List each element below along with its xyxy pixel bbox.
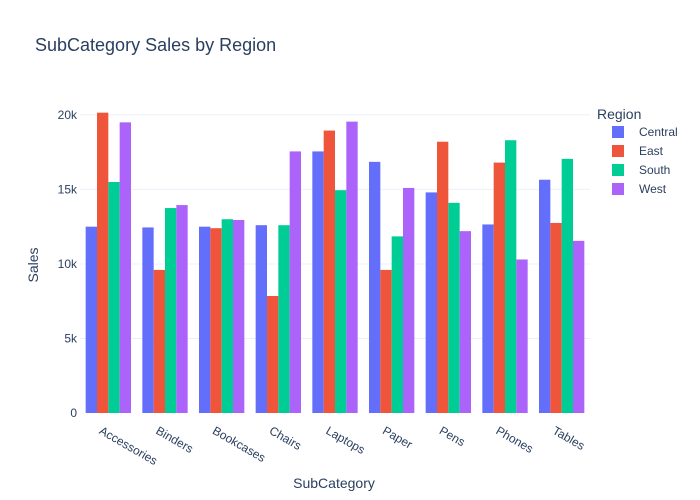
bar-east-binders	[153, 269, 165, 413]
bar-central-pens	[425, 192, 437, 413]
bar-east-accessories	[97, 112, 109, 414]
x-axis-title: SubCategory	[293, 475, 375, 491]
x-tick-label: Chairs	[267, 423, 304, 452]
bar-south-tables	[561, 158, 573, 413]
y-axis-title: Sales	[25, 247, 41, 282]
bar-central-chairs	[255, 225, 267, 413]
y-tick-label: 0	[70, 406, 77, 420]
legend-swatch-central	[612, 126, 624, 138]
bar-south-accessories	[108, 181, 120, 413]
bar-south-pens	[448, 202, 460, 413]
bar-east-phones	[493, 162, 505, 413]
chart-title: SubCategory Sales by Region	[35, 35, 276, 55]
x-tick-label: Accessories	[97, 423, 160, 467]
x-tick-label: Paper	[380, 423, 415, 451]
bar-central-tables	[539, 179, 551, 413]
bar-south-laptops	[335, 190, 347, 413]
bar-west-paper	[403, 187, 415, 413]
bar-west-phones	[516, 259, 528, 413]
bar-west-binders	[176, 205, 188, 413]
bar-south-binders	[165, 208, 177, 413]
y-tick-label: 10k	[58, 257, 78, 271]
bar-south-chairs	[278, 225, 290, 413]
bar-west-laptops	[346, 121, 358, 413]
x-tick-label: Binders	[154, 423, 196, 455]
x-tick-label: Bookcases	[210, 423, 268, 464]
bar-central-accessories	[85, 226, 97, 413]
bar-west-chairs	[289, 151, 301, 413]
x-tick-label: Laptops	[324, 423, 368, 456]
x-tick-label: Phones	[494, 423, 536, 455]
bar-west-pens	[459, 231, 471, 413]
y-tick-label: 5k	[64, 331, 78, 345]
bar-south-paper	[391, 236, 403, 413]
bar-west-tables	[573, 240, 585, 413]
legend-label-west: West	[639, 182, 667, 196]
bar-south-bookcases	[221, 219, 233, 413]
legend-swatch-east	[612, 145, 624, 157]
legend: Region Central East South West	[597, 106, 678, 196]
x-tick-label: Tables	[550, 423, 587, 452]
bar-east-tables	[550, 222, 562, 413]
bar-east-laptops	[323, 130, 335, 414]
bar-east-paper	[380, 269, 392, 413]
x-tick-label: Pens	[437, 423, 468, 449]
bar-east-chairs	[267, 295, 279, 413]
legend-swatch-west	[612, 183, 624, 195]
bar-central-paper	[369, 161, 381, 413]
legend-label-east: East	[639, 144, 664, 158]
bar-south-phones	[505, 140, 517, 413]
bar-central-phones	[482, 224, 494, 413]
bar-central-bookcases	[199, 226, 211, 413]
y-axis-ticks: 0 5k 10k 15k 20k	[58, 108, 78, 420]
bar-west-accessories	[119, 122, 131, 413]
bar-central-binders	[142, 227, 154, 413]
y-tick-label: 20k	[58, 108, 78, 122]
bar-west-bookcases	[233, 219, 245, 413]
y-tick-label: 15k	[58, 182, 78, 196]
bars-group	[85, 112, 585, 414]
legend-label-south: South	[639, 163, 670, 177]
bar-east-pens	[437, 141, 449, 413]
legend-title: Region	[597, 106, 641, 122]
legend-label-central: Central	[639, 125, 678, 139]
legend-swatch-south	[612, 164, 624, 176]
bar-east-bookcases	[210, 228, 222, 413]
bar-central-laptops	[312, 151, 324, 413]
